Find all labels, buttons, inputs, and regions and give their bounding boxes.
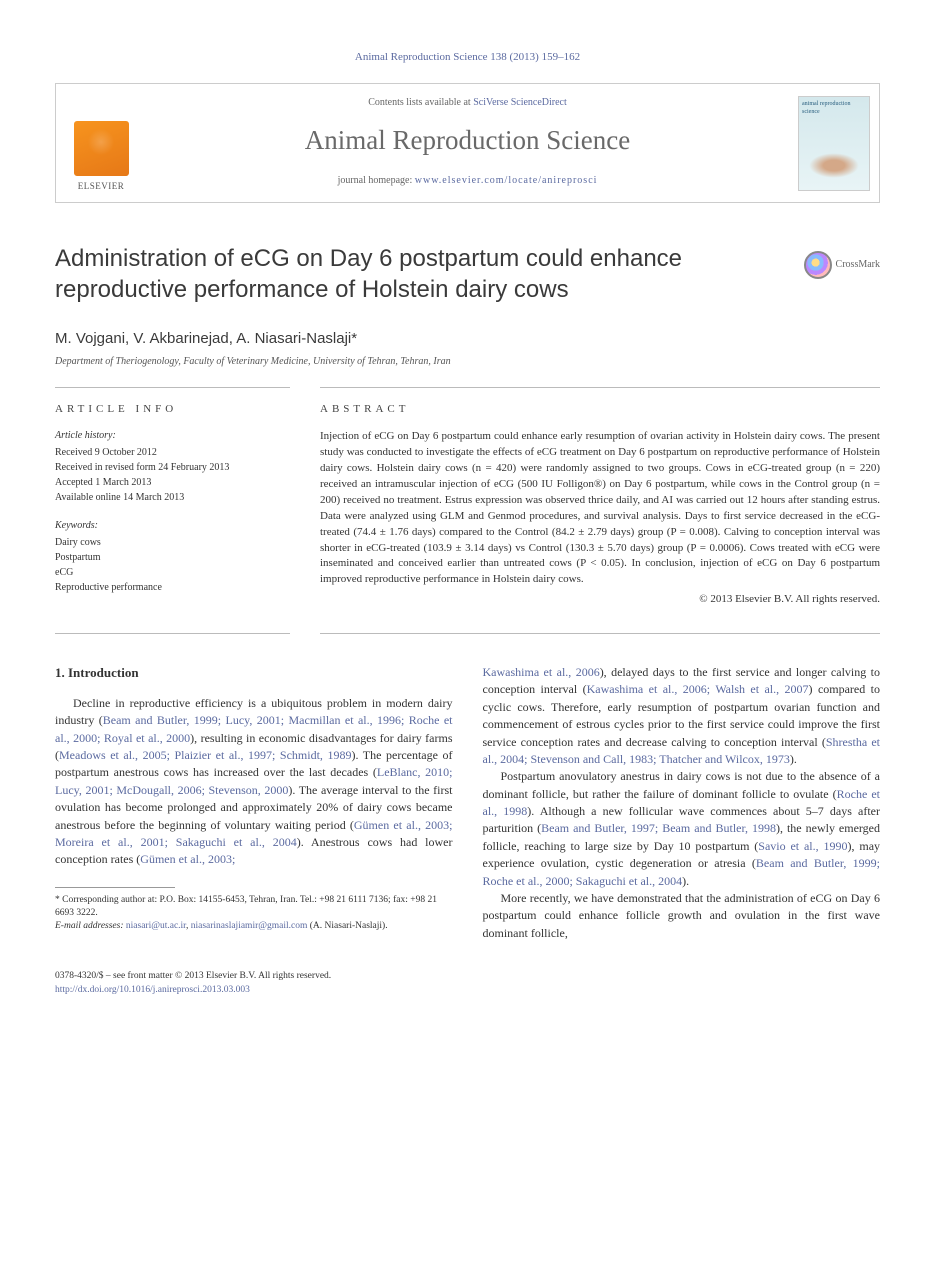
citation-link[interactable]: Savio et al., 1990: [758, 839, 847, 853]
email-footnote: E-mail addresses: niasari@ut.ac.ir, nias…: [55, 920, 453, 933]
keyword-item: eCG: [55, 565, 290, 580]
publisher-logo-block: ELSEVIER: [56, 84, 146, 202]
body-paragraph: Postpartum anovulatory anestrus in dairy…: [483, 768, 881, 890]
article-info-column: ARTICLE INFO Article history: Received 9…: [55, 387, 290, 609]
journal-name: Animal Reproduction Science: [156, 122, 779, 160]
email-label: E-mail addresses:: [55, 921, 126, 931]
info-abstract-row: ARTICLE INFO Article history: Received 9…: [55, 387, 880, 609]
email-link[interactable]: niasari@ut.ac.ir: [126, 921, 186, 931]
keyword-item: Dairy cows: [55, 535, 290, 550]
doi-link[interactable]: http://dx.doi.org/10.1016/j.anireprosci.…: [55, 985, 250, 995]
corresponding-footnote: * Corresponding author at: P.O. Box: 141…: [55, 894, 453, 921]
body-text: ).: [790, 752, 797, 766]
received-date: Received 9 October 2012: [55, 445, 290, 460]
accepted-date: Accepted 1 March 2013: [55, 475, 290, 490]
email-link[interactable]: niasarinaslajiamir@gmail.com: [191, 921, 308, 931]
keyword-item: Postpartum: [55, 550, 290, 565]
crossmark-label: CrossMark: [836, 258, 880, 272]
homepage-line: journal homepage: www.elsevier.com/locat…: [156, 174, 779, 188]
contents-prefix: Contents lists available at: [368, 97, 473, 108]
citation-link[interactable]: Gümen et al., 2003;: [140, 852, 235, 866]
keywords-label: Keywords:: [55, 519, 290, 533]
abstract-heading: ABSTRACT: [320, 402, 880, 417]
elsevier-tree-icon: [74, 121, 129, 176]
title-row: Administration of eCG on Day 6 postpartu…: [55, 243, 880, 305]
body-text: ).: [682, 874, 689, 888]
header-center: Contents lists available at SciVerse Sci…: [146, 84, 789, 202]
cover-thumbnail: animal reproduction science: [789, 84, 879, 202]
online-date: Available online 14 March 2013: [55, 490, 290, 505]
publisher-label: ELSEVIER: [78, 180, 125, 193]
info-abstract-bottom-rule: [55, 633, 880, 634]
corresponding-marker: *: [351, 330, 357, 347]
footer-copyright: 0378-4320/$ – see front matter © 2013 El…: [55, 970, 880, 983]
journal-header-box: ELSEVIER Contents lists available at Sci…: [55, 83, 880, 203]
cover-text: animal reproduction science: [802, 101, 850, 115]
crossmark-badge[interactable]: CrossMark: [804, 251, 880, 279]
citation-link[interactable]: Kawashima et al., 2006: [483, 665, 600, 679]
article-info-heading: ARTICLE INFO: [55, 402, 290, 417]
body-column-right: Kawashima et al., 2006), delayed days to…: [483, 664, 881, 942]
affiliation: Department of Theriogenology, Faculty of…: [55, 355, 880, 369]
footnote-divider: [55, 887, 175, 888]
abstract-text: Injection of eCG on Day 6 postpartum cou…: [320, 429, 880, 588]
body-text: Postpartum anovulatory anestrus in dairy…: [483, 769, 881, 800]
cover-image: animal reproduction science: [798, 96, 870, 191]
page-container: Animal Reproduction Science 138 (2013) 1…: [0, 0, 935, 1037]
body-column-left: 1. Introduction Decline in reproductive …: [55, 664, 453, 942]
body-paragraph: More recently, we have demonstrated that…: [483, 890, 881, 942]
body-columns: 1. Introduction Decline in reproductive …: [55, 664, 880, 942]
authors-names: M. Vojgani, V. Akbarinejad, A. Niasari-N…: [55, 330, 351, 347]
contents-line: Contents lists available at SciVerse Sci…: [156, 96, 779, 110]
abstract-column: ABSTRACT Injection of eCG on Day 6 postp…: [320, 387, 880, 609]
body-paragraph: Decline in reproductive efficiency is a …: [55, 695, 453, 869]
homepage-link[interactable]: www.elsevier.com/locate/anireprosci: [415, 175, 598, 186]
keywords-block: Keywords: Dairy cows Postpartum eCG Repr…: [55, 519, 290, 595]
intro-heading: 1. Introduction: [55, 664, 453, 683]
authors-line: M. Vojgani, V. Akbarinejad, A. Niasari-N…: [55, 328, 880, 349]
header-citation: Animal Reproduction Science 138 (2013) 1…: [55, 50, 880, 65]
history-label: Article history:: [55, 429, 290, 443]
page-footer: 0378-4320/$ – see front matter © 2013 El…: [55, 970, 880, 997]
keyword-item: Reproductive performance: [55, 580, 290, 595]
homepage-prefix: journal homepage:: [338, 175, 415, 186]
sciencedirect-link[interactable]: SciVerse ScienceDirect: [473, 97, 567, 108]
revised-date: Received in revised form 24 February 201…: [55, 460, 290, 475]
article-title: Administration of eCG on Day 6 postpartu…: [55, 243, 784, 305]
citation-link[interactable]: Kawashima et al., 2006; Walsh et al., 20…: [587, 682, 809, 696]
citation-link[interactable]: Beam and Butler, 1997; Beam and Butler, …: [541, 821, 776, 835]
body-text: More recently, we have demonstrated that…: [483, 891, 881, 940]
citation-link[interactable]: Meadows et al., 2005; Plaizier et al., 1…: [59, 748, 351, 762]
abstract-copyright: © 2013 Elsevier B.V. All rights reserved…: [320, 592, 880, 607]
article-history-block: Article history: Received 9 October 2012…: [55, 429, 290, 505]
email-tail: (A. Niasari-Naslaji).: [307, 921, 387, 931]
body-paragraph: Kawashima et al., 2006), delayed days to…: [483, 664, 881, 768]
crossmark-icon: [804, 251, 832, 279]
